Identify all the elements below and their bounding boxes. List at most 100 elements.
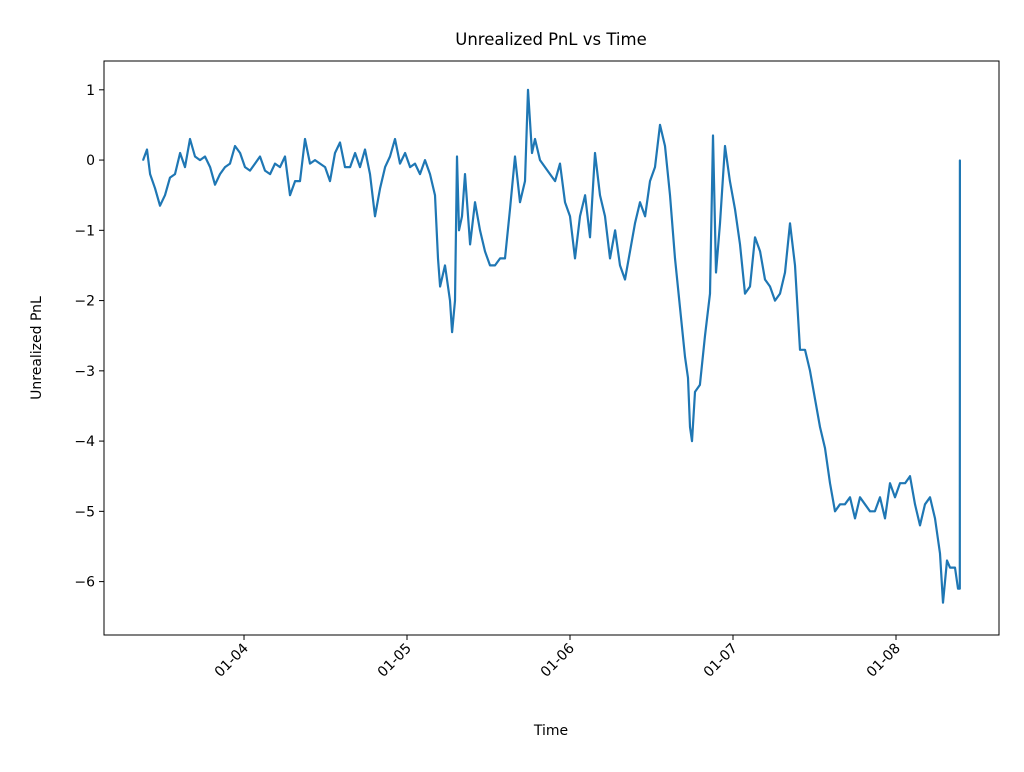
data-point	[479, 229, 481, 232]
data-point	[339, 141, 341, 144]
data-point	[384, 166, 386, 168]
data-point	[214, 183, 216, 186]
data-point	[539, 159, 541, 161]
data-point	[809, 370, 811, 372]
data-point	[409, 166, 411, 168]
data-point	[864, 503, 866, 506]
pnl-series-line	[142, 88, 961, 604]
data-point	[359, 166, 361, 168]
data-point	[527, 89, 529, 91]
data-point	[794, 264, 796, 267]
data-point	[379, 187, 381, 189]
data-point	[509, 208, 511, 210]
data-point	[314, 159, 316, 161]
data-point	[159, 204, 161, 207]
y-axis-label: Unrealized PnL	[29, 296, 45, 400]
data-point	[649, 180, 651, 182]
data-point	[304, 138, 306, 140]
data-point	[504, 257, 506, 260]
y-tick-label: 0	[86, 153, 95, 169]
y-tick-label: 1	[86, 83, 95, 99]
data-point	[489, 264, 491, 267]
data-point	[814, 398, 816, 400]
data-point	[909, 475, 911, 478]
data-point	[319, 162, 321, 165]
y-axis: 1 0 −1 −2 −3 −4 −5 −6	[74, 83, 104, 591]
data-point	[564, 201, 566, 203]
data-point	[734, 208, 736, 210]
data-point	[744, 292, 746, 295]
data-point	[154, 187, 156, 189]
data-point	[334, 152, 336, 154]
data-point	[584, 194, 586, 196]
data-point	[554, 180, 556, 182]
data-point	[946, 559, 948, 562]
data-point	[959, 587, 961, 590]
data-point	[869, 510, 871, 513]
data-point	[414, 162, 416, 165]
x-tick-label: 01-05	[375, 641, 415, 681]
data-point	[434, 194, 436, 196]
data-point	[939, 552, 941, 555]
data-point	[739, 243, 741, 246]
x-axis-label: Time	[533, 723, 568, 739]
data-point	[609, 257, 611, 260]
data-point	[654, 166, 656, 168]
data-point	[914, 503, 916, 506]
data-point	[634, 222, 636, 225]
data-point	[424, 159, 426, 161]
data-point	[484, 250, 486, 253]
data-point	[919, 524, 921, 527]
data-point	[859, 496, 861, 499]
data-point	[244, 166, 246, 168]
data-point	[709, 292, 711, 295]
data-point	[449, 299, 451, 302]
data-point	[458, 229, 460, 232]
data-point	[194, 155, 196, 158]
data-point	[239, 152, 241, 154]
data-point	[524, 180, 526, 182]
data-point	[759, 250, 761, 253]
data-point	[704, 334, 706, 337]
data-point	[374, 215, 376, 218]
data-point	[639, 201, 641, 203]
data-point	[324, 166, 326, 168]
data-point	[774, 299, 776, 302]
data-point	[264, 169, 266, 172]
series-layer	[142, 88, 961, 604]
data-point	[769, 285, 771, 288]
data-point	[284, 155, 286, 158]
data-point	[349, 166, 351, 168]
data-point	[604, 215, 606, 218]
data-point	[444, 264, 446, 267]
data-point	[146, 148, 148, 151]
data-point	[531, 152, 533, 154]
data-point	[924, 503, 926, 506]
data-point	[394, 138, 396, 140]
data-point	[959, 159, 961, 161]
data-point	[784, 271, 786, 274]
y-tick-label: −6	[74, 575, 95, 591]
data-point	[142, 159, 144, 161]
data-point	[689, 426, 691, 428]
data-point	[259, 155, 261, 158]
data-point	[234, 145, 236, 147]
data-point	[729, 180, 731, 182]
data-point	[844, 503, 846, 506]
data-point	[399, 162, 401, 165]
data-point	[599, 194, 601, 196]
data-point	[764, 278, 766, 281]
data-point	[249, 169, 251, 172]
data-point	[687, 377, 689, 379]
data-point	[569, 215, 571, 218]
data-point	[254, 162, 256, 165]
data-point	[189, 138, 191, 140]
data-point	[309, 162, 311, 165]
data-point	[344, 166, 346, 168]
data-point	[674, 257, 676, 260]
data-point	[299, 180, 301, 182]
data-point	[659, 124, 661, 126]
data-point	[439, 285, 441, 288]
data-point	[494, 264, 496, 267]
data-point	[389, 155, 391, 158]
